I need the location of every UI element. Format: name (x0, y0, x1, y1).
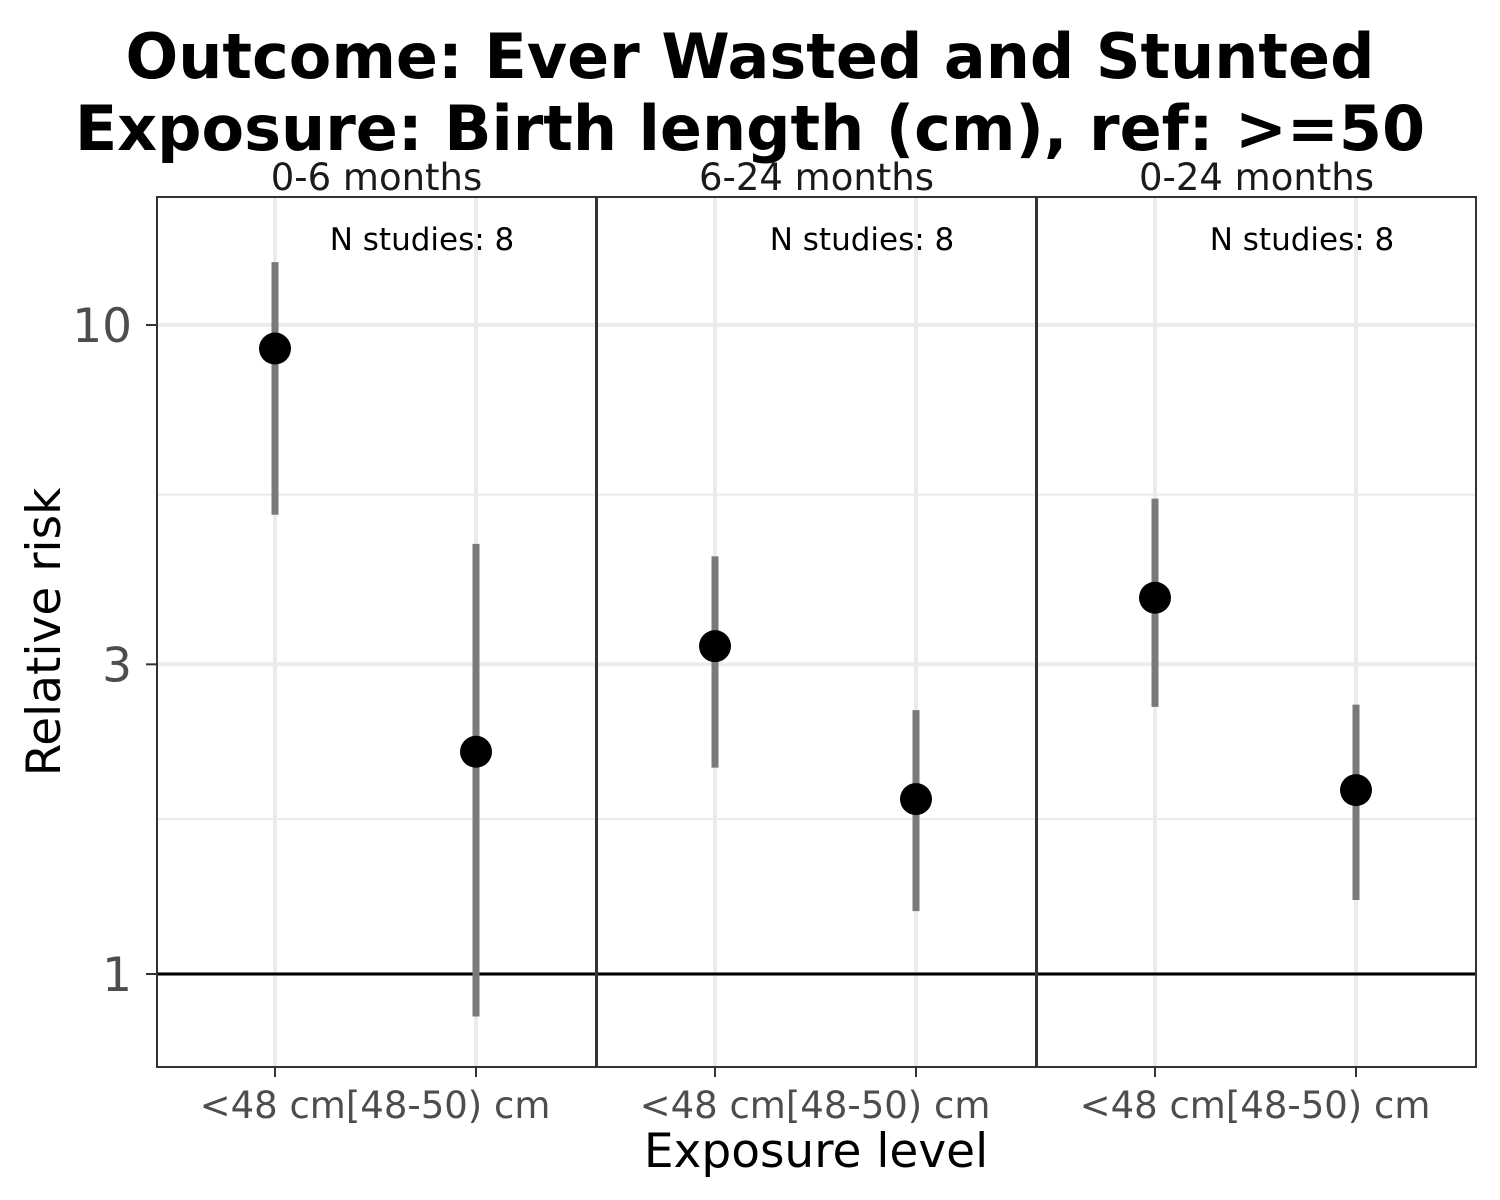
facet-label: 0-24 months (1139, 156, 1374, 199)
x-tick-label: <48 cm[48-50) cm (1080, 1084, 1431, 1127)
y-tick-label: 10 (72, 299, 132, 354)
y-tick-label: 3 (102, 638, 132, 693)
x-axis-title: Exposure level (644, 1124, 988, 1179)
point-estimate (1340, 774, 1372, 807)
y-axis-title: Relative risk (17, 487, 72, 776)
chart-title-line-1: Outcome: Ever Wasted and Stunted (125, 20, 1375, 93)
facet-label: 0-6 months (271, 156, 483, 199)
chart-title-line-2: Exposure: Birth length (cm), ref: >=50 (74, 92, 1426, 165)
point-estimate (900, 783, 932, 816)
x-tick-label: <48 cm[48-50) cm (200, 1084, 551, 1127)
y-tick-label: 1 (102, 948, 132, 1003)
panel-border (1036, 196, 1477, 1068)
n-studies-annotation: N studies: 8 (1210, 222, 1395, 258)
n-studies-annotation: N studies: 8 (770, 222, 955, 258)
facet-label: 6-24 months (699, 156, 934, 199)
point-estimate (460, 735, 492, 768)
point-estimate (259, 332, 291, 365)
panel-border (596, 196, 1037, 1068)
panel-border (156, 196, 597, 1068)
point-estimate (699, 630, 731, 663)
x-tick-label: <48 cm[48-50) cm (640, 1084, 991, 1127)
n-studies-annotation: N studies: 8 (330, 222, 515, 258)
point-estimate (1139, 581, 1171, 614)
